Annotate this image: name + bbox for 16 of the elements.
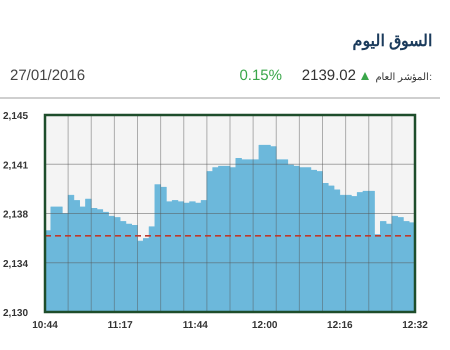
chart-title: السوق اليوم	[352, 33, 432, 51]
x-tick-label: 12:32	[402, 320, 428, 331]
x-tick-label: 11:17	[108, 320, 134, 331]
y-tick-label: 2,130	[3, 308, 28, 319]
y-tick-label: 2,134	[3, 258, 28, 270]
text: 0.15%	[239, 67, 282, 84]
x-tick-label: 12:16	[327, 320, 354, 331]
text: 2139.02	[302, 67, 356, 84]
text: 27/01/2016	[10, 67, 86, 84]
x-tick-label: 12:00	[252, 320, 278, 331]
y-tick-label: 2,141	[3, 160, 28, 172]
y-tick-label: 2,145	[3, 111, 28, 122]
text: المؤشر العام:	[375, 72, 432, 83]
x-tick-label: 11:44	[182, 320, 208, 331]
x-tick-label: 10:44	[32, 320, 58, 331]
y-tick-label: 2,138	[3, 210, 28, 220]
